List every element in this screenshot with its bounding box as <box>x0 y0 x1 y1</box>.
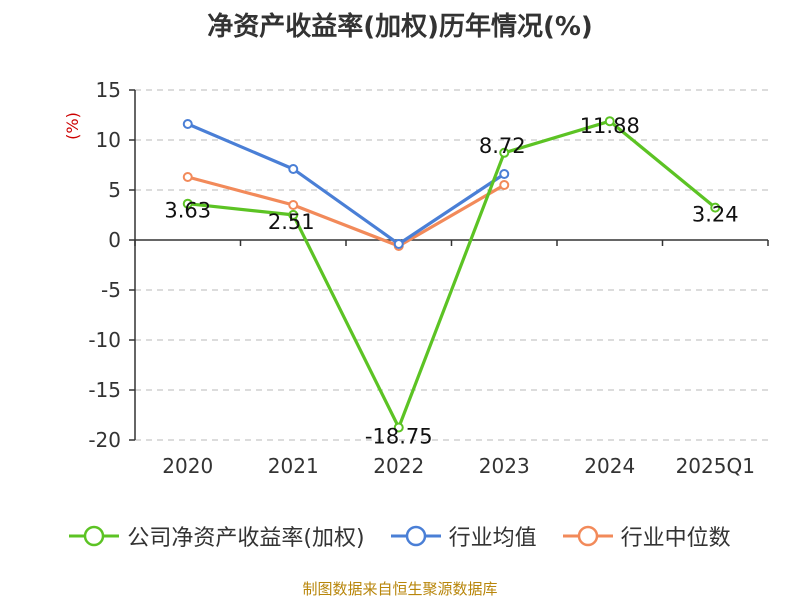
y-tick-label: -20 <box>88 428 121 452</box>
data-point <box>182 119 193 129</box>
y-tick-label: 0 <box>108 228 121 252</box>
legend-marker-icon <box>562 525 613 547</box>
legend-marker-icon <box>390 525 441 547</box>
data-point <box>288 209 299 220</box>
x-tick-label: 2021 <box>268 454 319 478</box>
series-line <box>187 122 506 246</box>
data-point <box>182 198 193 209</box>
data-point <box>499 169 510 179</box>
data-label: -18.75 <box>365 425 433 449</box>
legend-label: 行业均值 <box>448 526 537 551</box>
data-label: 8.72 <box>479 134 526 158</box>
data-point <box>604 116 615 127</box>
y-tick-label: 10 <box>96 128 121 152</box>
data-label: 3.24 <box>692 203 739 227</box>
series-lines <box>182 116 721 433</box>
x-tick-label: 2024 <box>584 454 635 478</box>
data-point <box>288 164 299 174</box>
y-tick-label: 5 <box>108 178 121 202</box>
data-point <box>182 172 193 182</box>
axes: 15 10 5 0 -5 -10 -15 -20 2020 2021 2022 2023 2024 202… <box>88 78 769 478</box>
data-point <box>499 180 510 190</box>
source-note: 制图数据来自恒生聚源数据库 <box>302 580 498 598</box>
data-label: 11.88 <box>580 114 640 138</box>
chart-title: 净资产收益率(加权)历年情况(%) <box>207 12 593 42</box>
y-tick-label: -5 <box>101 278 121 302</box>
x-tick-label: 2025Q1 <box>676 454 755 478</box>
legend-label: 行业中位数 <box>620 526 731 551</box>
data-label: 3.63 <box>164 199 211 223</box>
x-tick-label: 2022 <box>373 454 424 478</box>
legend-marker-icon <box>69 525 120 547</box>
data-point <box>710 202 721 213</box>
legend-item[interactable]: 行业中位数 <box>562 520 731 552</box>
y-tick-label: -15 <box>88 378 121 402</box>
legend-label: 公司净资产收益率(加权) <box>127 526 365 551</box>
data-point <box>499 147 510 158</box>
data-labels: 3.63 2.51 -18.75 8.72 11.88 3.24 <box>164 114 738 448</box>
series-line <box>187 119 717 430</box>
line-chart: 15 10 5 0 -5 -10 -15 -20 2020 2021 2022 2023 2024 202… <box>63 78 769 478</box>
x-tick-label: 2023 <box>479 454 530 478</box>
data-point <box>393 239 404 249</box>
data-label: 2.51 <box>268 210 315 234</box>
legend-item[interactable]: 公司净资产收益率(加权) <box>69 520 365 552</box>
series-line <box>187 175 506 248</box>
legend: 公司净资产收益率(加权) 行业均值 行业中位数 <box>0 520 800 552</box>
y-axis-unit-label: (%) <box>63 112 82 140</box>
y-tick-label: -10 <box>88 328 121 352</box>
data-point <box>288 200 299 210</box>
x-tick-label: 2020 <box>162 454 213 478</box>
legend-item[interactable]: 行业均值 <box>390 520 537 552</box>
y-tick-label: 15 <box>96 78 121 102</box>
data-point <box>393 422 404 433</box>
